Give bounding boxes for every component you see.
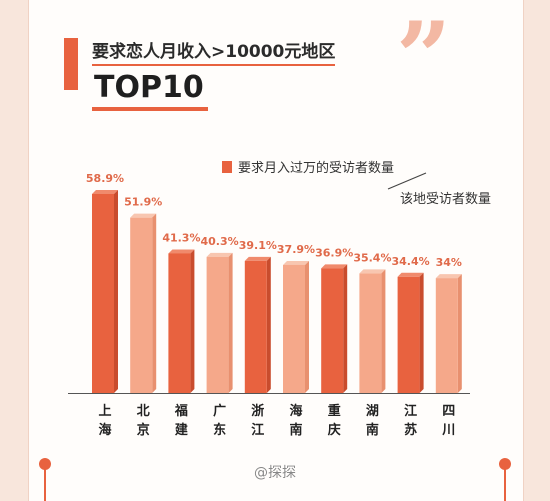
bar-side — [228, 252, 233, 393]
data-label: 34.4% — [392, 255, 430, 268]
category-label: 北 — [137, 404, 150, 419]
bar — [244, 260, 267, 393]
category-label: 重 — [328, 403, 341, 419]
category-label: 苏 — [404, 422, 417, 438]
category-label: 江 — [251, 422, 264, 438]
category-label: 广 — [213, 403, 226, 419]
category-label: 湖 — [366, 404, 379, 419]
bar — [397, 276, 420, 393]
bar-side — [457, 274, 462, 393]
chart-title: 要求恋人月收入>10000元地区 — [92, 37, 336, 66]
category-label: 福 — [174, 403, 188, 419]
category-label: 庆 — [327, 422, 341, 438]
bar — [283, 264, 305, 393]
category-label: 上 — [98, 404, 111, 419]
data-label: 36.9% — [315, 246, 353, 259]
bar-top — [283, 260, 309, 265]
bar — [168, 253, 191, 393]
bar-top — [244, 256, 271, 261]
data-label: 37.9% — [277, 243, 315, 256]
category-label: 海 — [98, 422, 111, 438]
data-label: 39.1% — [239, 239, 277, 252]
bar-side — [343, 264, 348, 393]
pin-dot-right — [499, 458, 511, 470]
data-label: 41.3% — [162, 231, 200, 244]
bar-top — [397, 272, 424, 277]
legend-item-ratio: 要求月入过万的受访者数量 — [222, 157, 394, 176]
bar — [130, 217, 153, 393]
category-label: 海 — [289, 403, 302, 419]
bar — [435, 278, 458, 393]
category-label: 川 — [441, 423, 455, 438]
bar-side — [152, 213, 157, 393]
data-label: 34% — [436, 256, 462, 269]
category-label: 南 — [366, 422, 379, 438]
bar-top — [435, 274, 462, 279]
bar-side — [190, 249, 195, 393]
bar-side — [305, 260, 309, 393]
legend-divider-slash — [387, 172, 427, 190]
data-label: 58.9% — [86, 172, 124, 185]
legend-label-numerator: 要求月入过万的受访者数量 — [238, 161, 395, 176]
bar-top — [92, 190, 118, 194]
category-label: 江 — [404, 403, 417, 419]
pin-line-left — [44, 468, 46, 501]
category-label: 东 — [213, 422, 226, 438]
category-label: 京 — [137, 422, 150, 438]
category-label: 南 — [289, 422, 302, 438]
bar — [321, 268, 344, 393]
bar-top — [130, 213, 157, 218]
category-label: 四 — [442, 404, 455, 419]
bar-top — [321, 264, 348, 269]
category-label: 建 — [175, 422, 188, 438]
bar-side — [114, 190, 118, 393]
bar — [359, 273, 382, 393]
quote-mark-icon: ” — [396, 1, 452, 114]
bar-side — [419, 272, 424, 393]
bar-top — [168, 249, 195, 254]
watermark: @探探 — [254, 465, 296, 481]
bar-top — [206, 252, 233, 257]
category-label: 浙 — [251, 403, 264, 419]
title-accent-bar — [64, 38, 78, 90]
bar — [206, 256, 229, 393]
chart-title-top10: TOP10 — [92, 70, 208, 111]
legend-label-denominator: 该地受访者数量 — [400, 192, 492, 207]
data-label: 40.3% — [201, 235, 239, 248]
bar-side — [381, 269, 386, 393]
bar-side — [266, 256, 271, 393]
data-label: 51.9% — [124, 196, 162, 209]
data-label: 35.4% — [353, 251, 391, 264]
pin-line-right — [504, 468, 506, 501]
bar-top — [359, 269, 386, 274]
legend-swatch — [222, 160, 232, 173]
pin-dot-left — [39, 458, 51, 470]
bar — [92, 194, 114, 393]
